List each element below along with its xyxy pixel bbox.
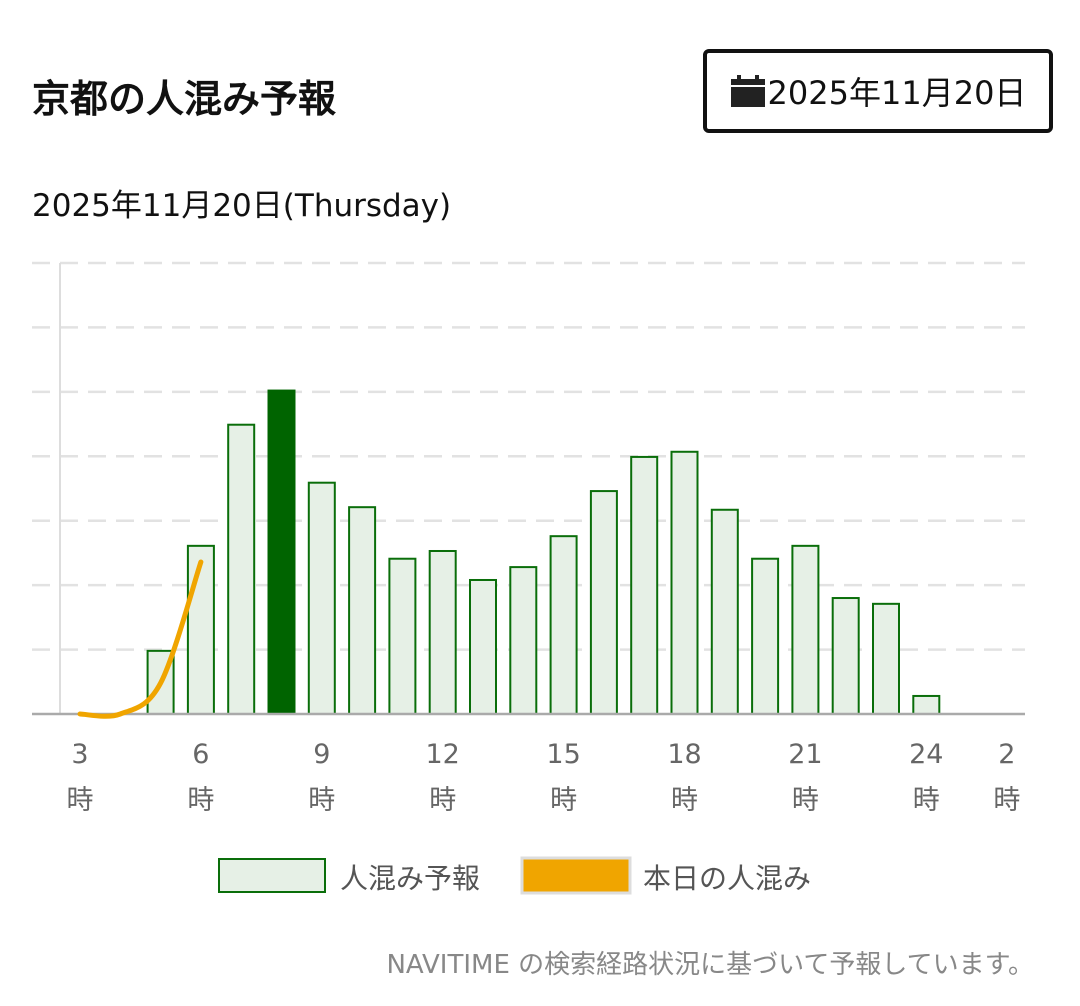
- bar: [912, 694, 941, 716]
- bar: [630, 455, 659, 715]
- bar: [267, 389, 296, 715]
- legend-swatch: [218, 858, 326, 893]
- x-tick-label: 24 時: [909, 739, 944, 816]
- x-tick-label: 18 時: [667, 739, 702, 816]
- x-tick-label: 15 時: [546, 739, 581, 816]
- date-picker[interactable]: 2025年11月20日: [703, 49, 1053, 133]
- bar: [549, 535, 578, 715]
- x-tick-label: 9 時: [308, 739, 336, 816]
- bar: [710, 508, 739, 715]
- bar: [509, 566, 538, 715]
- bar: [348, 506, 377, 716]
- bar: [307, 481, 336, 715]
- bar: [227, 423, 256, 715]
- x-tick-label: 2 時: [993, 739, 1021, 816]
- bar: [186, 544, 215, 715]
- line: [77, 559, 204, 719]
- bar: [428, 549, 457, 716]
- legend-label: 本日の人混み: [643, 862, 812, 895]
- bar: [388, 557, 417, 716]
- chart-title: 2025年11月20日(Thursday): [32, 188, 452, 224]
- calendar-icon: [730, 75, 765, 107]
- date-text: 2025年11月20日: [767, 74, 1027, 112]
- bar: [831, 597, 860, 715]
- footnote: NAVITIME の検索経路状況に基づいて予報しています。: [386, 950, 1034, 980]
- legend-swatch: [520, 856, 632, 895]
- bar: [751, 557, 780, 716]
- bar: [670, 450, 699, 715]
- x-tick-label: 21 時: [788, 739, 823, 816]
- bar: [872, 602, 900, 716]
- x-tick-label: 3 時: [66, 739, 94, 816]
- bar: [791, 544, 820, 715]
- page-title: 京都の人混み予報: [32, 77, 337, 121]
- legend-label: 人混み予報: [340, 862, 481, 895]
- bar: [469, 578, 497, 716]
- x-tick-label: 12 時: [425, 739, 460, 816]
- bar: [589, 490, 618, 715]
- x-tick-label: 6 時: [187, 739, 215, 816]
